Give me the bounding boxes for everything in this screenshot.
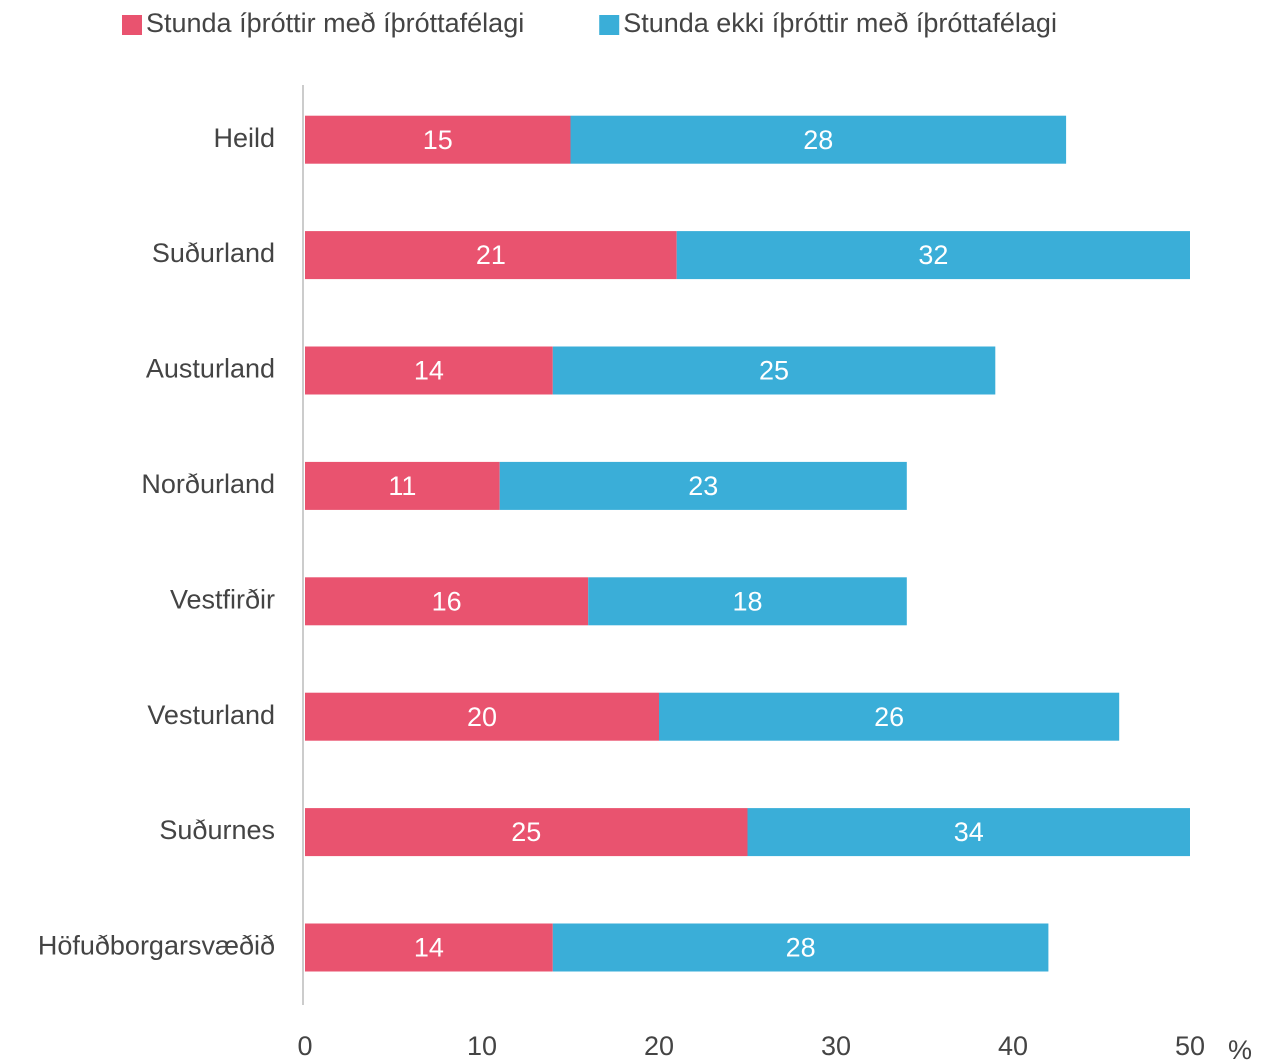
data-label: 23 [688,471,718,501]
x-tick-label: 40 [998,1031,1028,1061]
legend-swatch [599,15,620,35]
data-label: 26 [874,702,904,732]
data-label: 34 [954,817,984,847]
bar-segment [499,461,907,510]
bar-segment [659,692,1120,741]
bar-segment [676,231,1190,280]
data-label: 20 [467,702,497,732]
y-tick-label: Höfuðborgarsvæðið [38,931,275,961]
x-tick-label: 10 [467,1031,497,1061]
bar-segment [552,346,996,395]
bar-segment [305,923,553,972]
bar-segment [305,346,553,395]
bar-segment [588,577,907,626]
data-label: 32 [918,240,948,270]
y-tick-label: Austurland [146,354,275,384]
y-tick-label: Vesturland [147,700,275,730]
x-tick-label: 0 [297,1031,312,1061]
data-label: 16 [432,586,462,616]
y-tick-label: Suðurnes [159,815,275,845]
bar-segment [570,115,1067,164]
x-tick-label: 30 [821,1031,851,1061]
legend-label: Stunda ekki íþróttir með íþróttafélagi [623,8,1057,38]
bar-segment [305,231,677,280]
data-label: 14 [414,933,444,963]
y-tick-label: Vestfirðir [170,584,275,614]
data-label: 25 [511,817,541,847]
data-label: 25 [759,356,789,386]
bars [305,115,1190,972]
data-label: 28 [803,125,833,155]
data-label: 18 [732,586,762,616]
data-label: 28 [786,933,816,963]
x-tick-label: 50 [1175,1031,1205,1061]
bar-segment [305,115,571,164]
data-label: 11 [388,471,416,501]
data-label: 14 [414,356,444,386]
legend-swatch [122,15,142,35]
bar-segment [552,923,1049,972]
x-axis-unit: % [1228,1035,1252,1061]
data-label: 21 [476,240,506,270]
bar-segment [305,692,659,741]
y-tick-label: Norðurland [141,469,275,499]
x-tick-label: 20 [644,1031,674,1061]
bar-segment [305,577,589,626]
y-tick-label: Suðurland [152,238,275,268]
bar-segment [305,461,500,510]
bar-segment [747,808,1190,857]
bar-segment [305,808,748,857]
y-tick-label: Heild [213,123,275,153]
legend-label: Stunda íþróttir með íþróttafélagi [146,8,524,38]
data-label: 15 [423,125,453,155]
